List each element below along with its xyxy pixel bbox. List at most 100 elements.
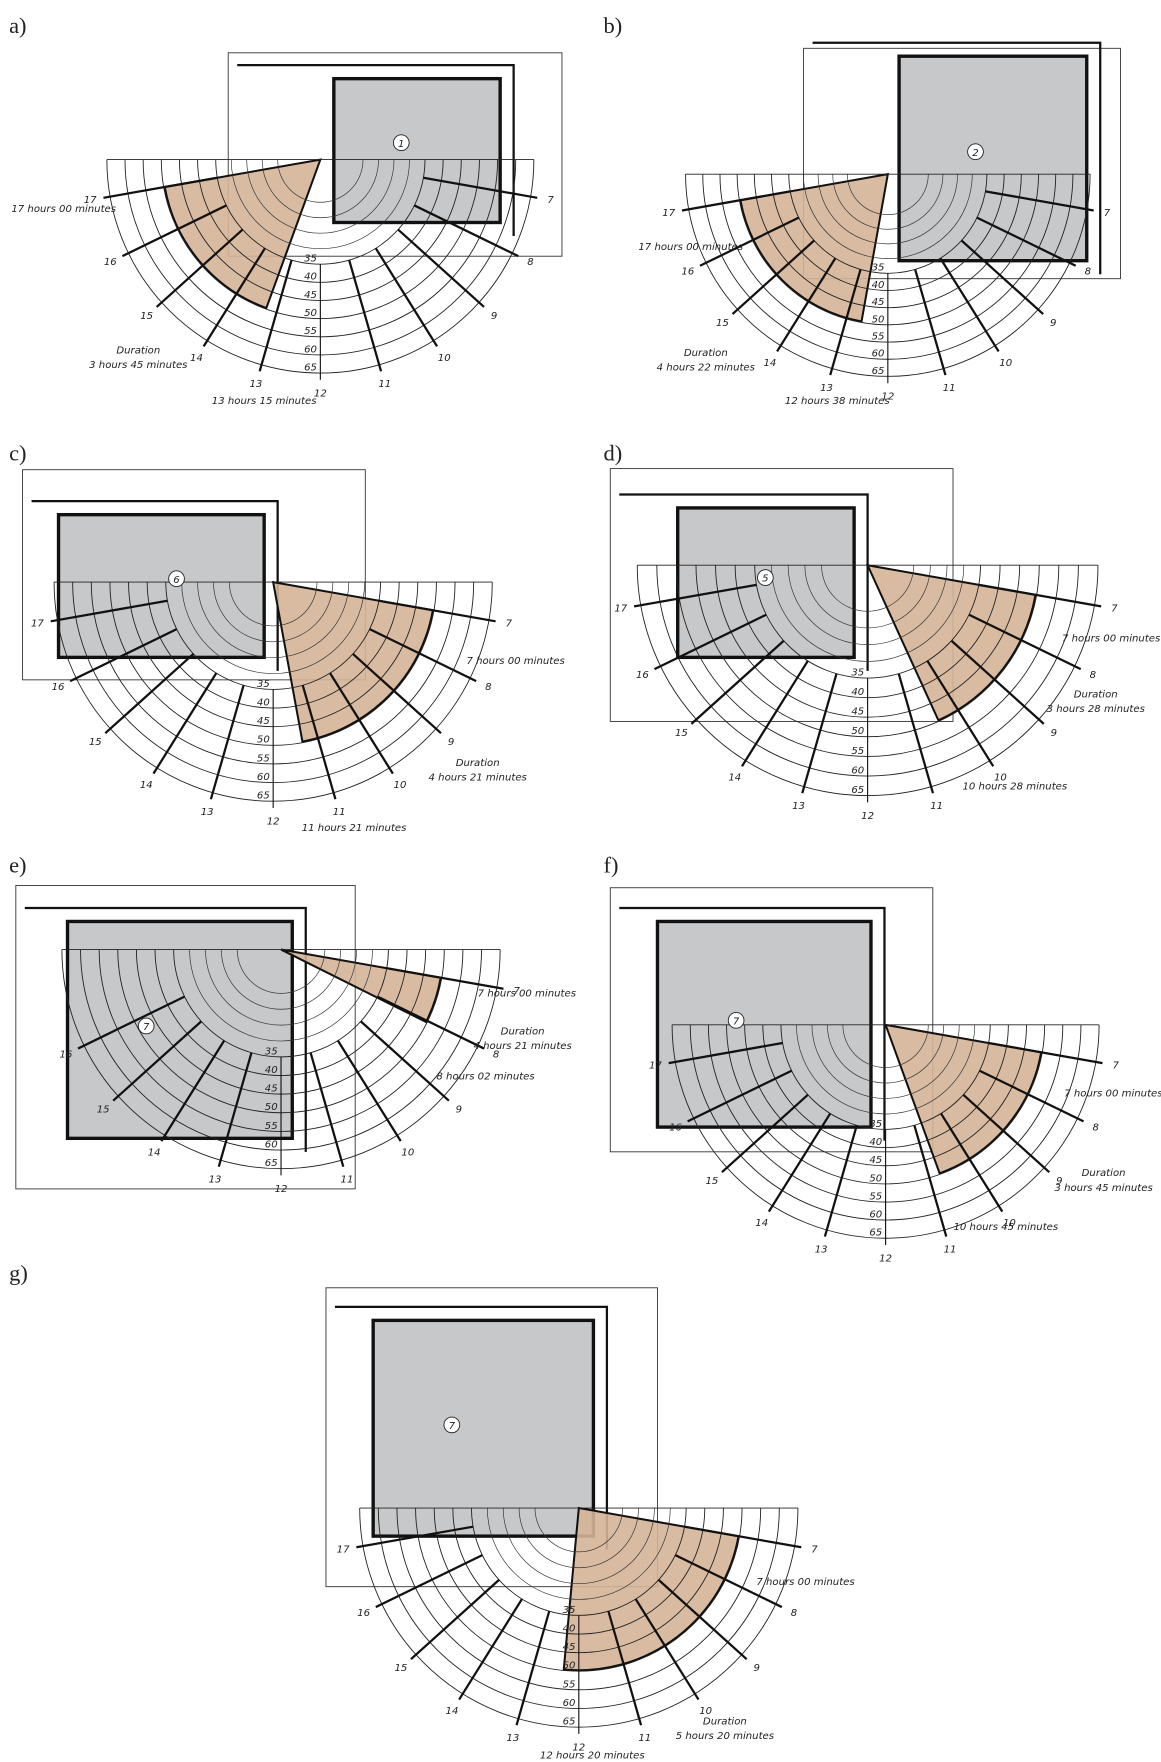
insolation-sector (868, 565, 1036, 720)
hour-label: 16 (669, 1122, 682, 1133)
hour-line (398, 230, 484, 307)
hour-label: 17 (31, 619, 44, 630)
end-time: 12 hours 20 minutes (540, 1750, 645, 1761)
hour-label: 7 (547, 195, 554, 206)
hour-label: 15 (716, 318, 729, 329)
duration-caption: Duration (1074, 689, 1118, 700)
duration-caption: Duration (684, 348, 728, 359)
altitude-label: 60 (851, 765, 864, 776)
altitude-label: 40 (869, 1137, 882, 1148)
altitude-label: 65 (304, 362, 317, 373)
hour-line (361, 1021, 449, 1100)
hour-label: 14 (148, 1148, 161, 1159)
hour-label: 13 (792, 801, 805, 812)
hour-label: 16 (636, 670, 649, 681)
hour-label: 14 (190, 353, 203, 364)
start-time: 7 hours 00 minutes (756, 1577, 855, 1588)
panel-letter: b) (604, 13, 623, 38)
hour-line (517, 1611, 550, 1725)
room-number: 2 (972, 148, 978, 159)
hour-label: 11 (378, 379, 391, 390)
end-time: 10 hours 45 minutes (953, 1222, 1058, 1233)
hour-line (311, 1053, 344, 1167)
hour-label: 16 (59, 1049, 72, 1060)
room-number: 7 (143, 1022, 150, 1033)
hour-label: 12 (275, 1184, 288, 1195)
altitude-label: 55 (872, 331, 885, 342)
start-time: 7 hours 00 minutes (478, 988, 577, 999)
hour-label: 17 (614, 604, 627, 615)
altitude-label: 55 (257, 753, 270, 764)
altitude-label: 55 (563, 1679, 576, 1690)
panel: c)35404550556065789101112131415161767 ho… (9, 440, 565, 834)
altitude-label: 55 (851, 746, 864, 757)
altitude-label: 65 (257, 791, 270, 802)
duration-caption: Duration (1082, 1168, 1126, 1179)
hour-line (349, 260, 381, 371)
altitude-label: 35 (265, 1046, 278, 1057)
hour-label: 15 (395, 1663, 408, 1674)
hour-label: 14 (728, 773, 741, 784)
hour-label: 17 (337, 1545, 350, 1556)
room (373, 1320, 593, 1536)
hour-label: 8 (1092, 1122, 1098, 1133)
panel: d)35404550556065789101112131415161757 ho… (604, 440, 1161, 822)
hour-line (825, 1125, 857, 1236)
altitude-label: 60 (265, 1139, 278, 1150)
panel: f)35404550556065789101112131415161777 ho… (604, 853, 1161, 1265)
hour-label: 11 (943, 383, 956, 394)
hour-label: 14 (446, 1706, 459, 1717)
start-time: 17 hours 00 minutes (638, 242, 743, 253)
hour-line (411, 1580, 499, 1659)
altitude-label: 55 (265, 1121, 278, 1132)
hour-label: 17 (649, 1060, 662, 1071)
hour-label: 10 (438, 353, 451, 364)
hour-label: 7 (811, 1545, 818, 1556)
hour-label: 14 (755, 1218, 768, 1229)
altitude-label: 35 (257, 679, 270, 690)
altitude-label: 45 (304, 290, 317, 301)
altitude-label: 40 (257, 697, 270, 708)
duration-caption: Duration (501, 1027, 545, 1038)
hour-line (105, 654, 193, 733)
hour-label: 14 (140, 780, 153, 791)
room-number: 7 (449, 1421, 456, 1432)
altitude-label: 35 (851, 667, 864, 678)
altitude-label: 50 (869, 1173, 882, 1184)
hour-label: 16 (104, 257, 117, 268)
hour-label: 16 (681, 267, 694, 278)
end-time: 11 hours 21 minutes (302, 823, 407, 834)
panel-letter: g) (9, 1261, 28, 1286)
altitude-label: 50 (265, 1102, 278, 1113)
altitude-label: 45 (872, 297, 885, 308)
hour-line (376, 248, 437, 346)
altitude-label: 55 (304, 326, 317, 337)
hour-label: 9 (753, 1663, 759, 1674)
duration: 4 hours 21 minutes (429, 773, 528, 784)
hour-label: 11 (638, 1733, 651, 1744)
hour-line (802, 674, 836, 793)
altitude-label: 40 (563, 1623, 576, 1634)
hour-label: 7 (506, 619, 513, 630)
duration: 4 hours 21 minutes (473, 1041, 572, 1052)
hour-label: 8 (1085, 267, 1091, 278)
hour-line (338, 1041, 401, 1141)
altitude-label: 50 (563, 1661, 576, 1672)
altitude-label: 45 (563, 1642, 576, 1653)
start-time: 7 hours 00 minutes (466, 656, 565, 667)
altitude-label: 45 (265, 1084, 278, 1095)
altitude-label: 65 (563, 1717, 576, 1728)
hour-label: 13 (820, 383, 833, 394)
altitude-label: 40 (872, 280, 885, 291)
room (334, 79, 500, 223)
hour-label: 15 (675, 728, 688, 739)
room-number: 7 (733, 1016, 740, 1027)
altitude-label: 50 (304, 308, 317, 319)
end-time: 13 hours 15 minutes (212, 396, 317, 407)
hour-label: 16 (52, 682, 65, 693)
hour-label: 14 (763, 358, 776, 369)
altitude-label: 65 (265, 1158, 278, 1169)
room-number: 1 (398, 139, 404, 150)
